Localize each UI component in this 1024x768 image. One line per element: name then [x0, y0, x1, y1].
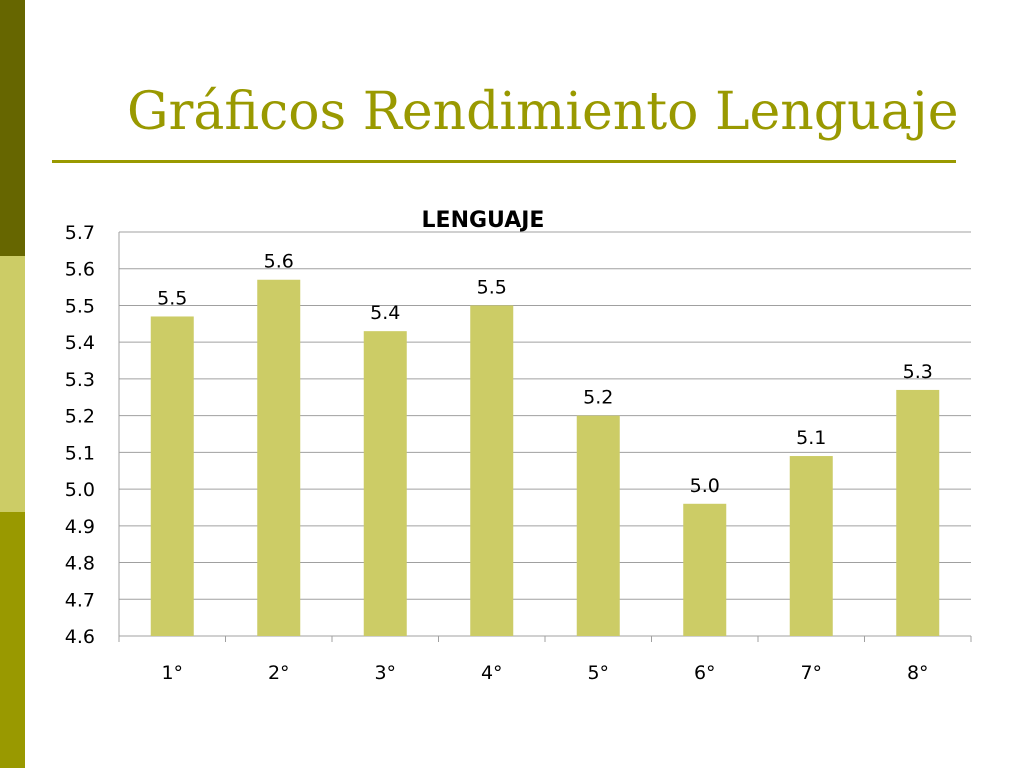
y-axis-ticks: 4.6 4.7 4.8 4.9 5.0 5.1 5.2 5.3 5.4 5.5 5.6 5.7 [65, 222, 95, 648]
data-label: 5.3 [903, 361, 933, 383]
y-tick-label: 4.9 [65, 516, 95, 538]
bar [257, 279, 301, 636]
side-band-dark [0, 0, 25, 256]
x-tick-label: 4° [481, 662, 503, 684]
side-band-light [0, 256, 25, 512]
data-label: 5.4 [370, 302, 400, 324]
x-tick-label: 2° [268, 662, 290, 684]
x-tick-label: 1° [161, 662, 183, 684]
slide-title: Gráficos Rendimiento Lenguaje [127, 82, 959, 142]
y-tick-label: 4.6 [65, 626, 95, 648]
data-label: 5.5 [477, 276, 507, 298]
x-axis-ticks: 1° 2° 3° 4° 5° 6° 7° 8° [161, 662, 928, 684]
bar [683, 503, 727, 636]
data-labels: 5.5 5.6 5.4 5.5 5.2 5.0 5.1 5.3 [157, 251, 933, 497]
y-tick-label: 5.6 [65, 259, 95, 281]
bar [896, 389, 940, 636]
y-tick-label: 5.4 [65, 332, 95, 354]
bar [470, 305, 514, 636]
bar [576, 415, 620, 636]
y-tick-label: 5.3 [65, 369, 95, 391]
data-label: 5.2 [583, 387, 613, 409]
bar [150, 316, 194, 636]
x-tick-label: 5° [587, 662, 609, 684]
axes [118, 232, 972, 642]
data-label: 5.0 [690, 475, 720, 497]
y-tick-label: 5.1 [65, 442, 95, 464]
data-label: 5.6 [264, 251, 294, 273]
gridlines [119, 231, 971, 600]
y-tick-label: 4.7 [65, 589, 95, 611]
y-tick-label: 5.2 [65, 406, 95, 428]
x-tick-label: 6° [694, 662, 716, 684]
data-label: 5.1 [796, 427, 826, 449]
data-label: 5.5 [157, 287, 187, 309]
y-tick-label: 4.8 [65, 553, 95, 575]
bar [789, 456, 833, 636]
x-tick-label: 3° [374, 662, 396, 684]
x-tick-label: 8° [907, 662, 929, 684]
chart-title: LENGUAJE [422, 208, 545, 233]
y-tick-label: 5.7 [65, 222, 95, 244]
x-tick-label: 7° [800, 662, 822, 684]
y-tick-label: 5.0 [65, 479, 95, 501]
y-tick-label: 5.5 [65, 295, 95, 317]
bar [363, 331, 407, 636]
bars [150, 279, 940, 636]
side-band-olive [0, 512, 25, 768]
title-divider [52, 160, 956, 163]
